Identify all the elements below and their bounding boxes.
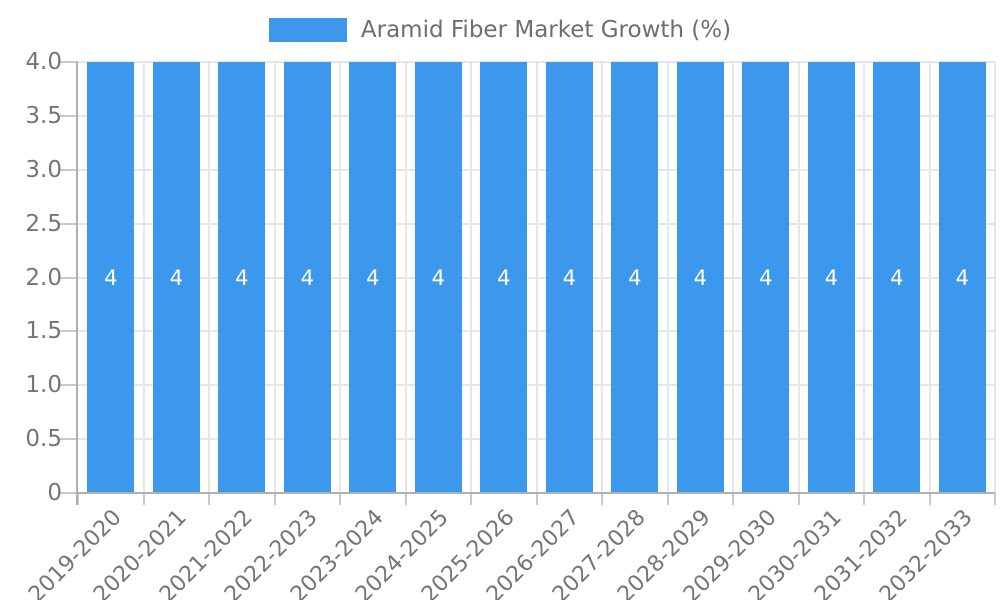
x-tick [535,493,538,505]
bar-value-label: 4 [300,265,314,290]
y-axis-line [76,62,78,505]
x-tick [601,493,603,505]
x-gridline [797,62,800,493]
x-gridline [142,62,145,493]
bar-value-label: 4 [104,265,118,290]
x-gridline [994,62,996,493]
bar-value-label: 4 [759,265,773,290]
bar[interactable] [676,62,724,493]
x-gridline [863,62,865,493]
y-tick-label: 1.0 [25,372,62,399]
bar[interactable] [349,62,397,493]
x-gridline [273,62,276,493]
bar[interactable] [807,62,855,493]
y-tick-label: 0 [47,480,62,506]
bar-value-label: 4 [955,265,969,290]
y-tick-label: 3.5 [25,102,62,129]
bar[interactable] [938,62,986,493]
x-tick [77,493,79,505]
x-gridline [339,62,341,493]
y-tick-label: 3.0 [25,156,62,183]
legend-item[interactable]: Aramid Fiber Market Growth (%) [268,17,732,43]
y-tick [60,222,78,225]
y-tick-label: 2.5 [25,210,62,237]
bar[interactable] [152,62,200,493]
x-gridline [666,62,669,493]
x-tick [994,493,996,505]
bar[interactable] [218,62,266,493]
legend-label: Aramid Fiber Market Growth (%) [360,17,732,43]
x-tick [732,493,734,505]
bar-value-label: 4 [169,265,183,290]
x-gridline [404,62,407,493]
x-tick [863,493,865,505]
bar-value-label: 4 [235,265,249,290]
y-tick-label: 1.5 [25,318,62,345]
x-gridline [470,62,472,493]
x-gridline [208,62,210,493]
bar-value-label: 4 [497,265,511,290]
x-tick [208,493,210,505]
y-tick [60,61,78,63]
x-gridline [732,62,734,493]
y-tick [60,114,78,117]
bar-value-label: 4 [431,265,445,290]
bar[interactable] [480,62,528,493]
y-tick [60,276,78,279]
x-tick [666,493,669,505]
y-tick-label: 4.0 [25,49,62,75]
bar-value-label: 4 [693,265,707,290]
legend: Aramid Fiber Market Growth (%) [0,14,1000,46]
y-tick-label: 2.0 [25,264,62,291]
legend-swatch-icon [268,18,347,42]
x-tick [470,493,472,505]
bar-value-label: 4 [890,265,904,290]
x-tick [339,493,341,505]
y-tick [60,384,78,387]
x-tick [404,493,407,505]
bar[interactable] [873,62,921,493]
y-tick [60,330,78,333]
bar-value-label: 4 [824,265,838,290]
bar-value-label: 4 [562,265,576,290]
x-gridline [601,62,603,493]
bar[interactable] [283,62,331,493]
bar[interactable] [414,62,462,493]
x-tick [928,493,931,505]
y-tick [60,438,78,441]
y-tick-label: 0.5 [25,426,62,453]
bar-value-label: 4 [366,265,380,290]
x-axis-line [78,492,995,494]
bar[interactable] [87,62,135,493]
bar[interactable] [545,62,593,493]
bar[interactable] [611,62,659,493]
x-gridline [928,62,931,493]
y-tick [60,492,78,494]
x-tick [797,493,800,505]
y-tick [60,168,78,171]
x-gridline [535,62,538,493]
x-tick [142,493,145,505]
x-tick [273,493,276,505]
bar[interactable] [742,62,790,493]
bar-value-label: 4 [628,265,642,290]
